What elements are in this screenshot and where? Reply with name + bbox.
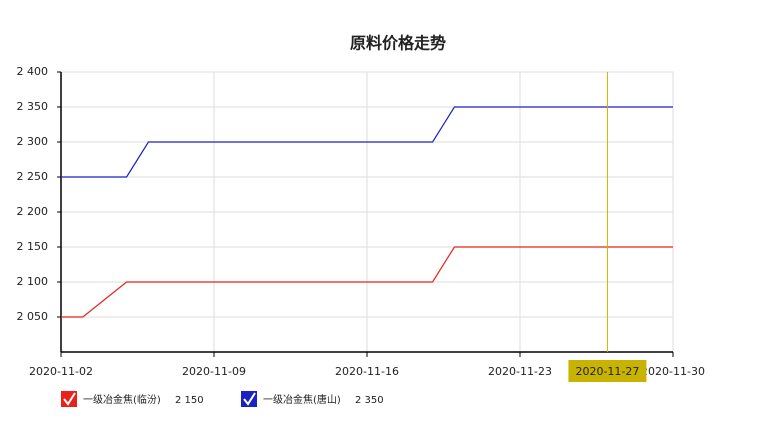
y-tick-label: 2 400 xyxy=(17,65,49,78)
x-tick-label: 2020-11-02 xyxy=(29,365,93,378)
x-tick-label: 2020-11-23 xyxy=(488,365,552,378)
legend-check xyxy=(63,392,76,406)
legend-label: 一级冶金焦(唐山) xyxy=(263,393,341,406)
legend-label: 一级冶金焦(临汾) xyxy=(83,393,161,406)
y-tick-label: 2 050 xyxy=(17,310,49,323)
crosshair-label-box xyxy=(568,360,647,382)
y-tick-label: 2 200 xyxy=(17,205,49,218)
series-line xyxy=(61,106,673,178)
crosshair-label: 2020-11-27 xyxy=(575,365,639,378)
y-tick-label: 2 150 xyxy=(17,240,49,253)
y-tick-label: 2 300 xyxy=(17,135,49,148)
x-tick-label: 2020-11-09 xyxy=(182,365,246,378)
legend-value: 2 150 xyxy=(175,395,204,406)
chart-title: 原料价格走势 xyxy=(350,34,446,53)
y-tick-label: 2 100 xyxy=(17,275,49,288)
y-tick-label: 2 350 xyxy=(17,100,49,113)
series-line xyxy=(61,246,673,318)
x-tick-label: 2020-11-30 xyxy=(641,365,705,378)
legend-value: 2 350 xyxy=(355,395,384,406)
x-tick-label: 2020-11-16 xyxy=(335,365,399,378)
y-tick-label: 2 250 xyxy=(17,170,49,183)
legend-check xyxy=(243,392,256,406)
